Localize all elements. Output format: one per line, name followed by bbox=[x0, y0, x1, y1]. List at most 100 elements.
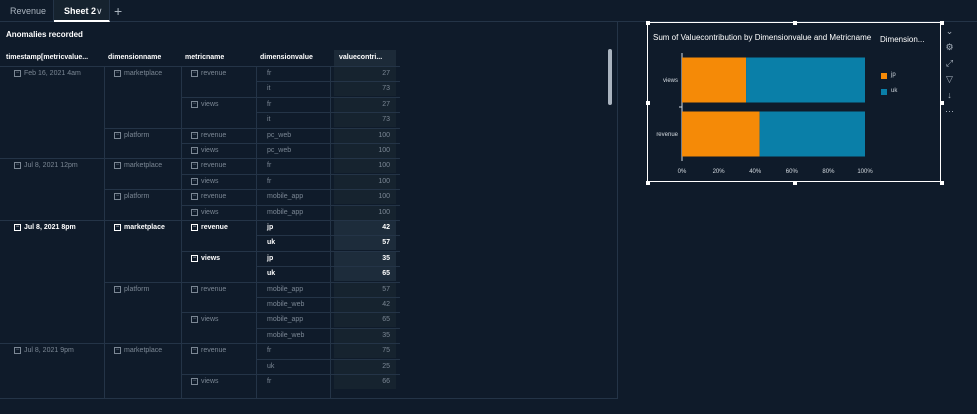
x-tick-label: 60% bbox=[786, 169, 799, 175]
legend-swatch bbox=[881, 89, 887, 95]
add-sheet-icon[interactable]: + bbox=[114, 3, 123, 19]
table-visual[interactable]: Anomalies recorded timestamp[metricvalue… bbox=[0, 22, 618, 399]
valuecontribution-cell: 66 bbox=[382, 378, 390, 385]
valuecontribution-cell: 42 bbox=[382, 224, 390, 231]
value-cell-bg bbox=[334, 66, 396, 81]
dimensionvalue-cell: mobile_web bbox=[267, 331, 305, 339]
chart-visual[interactable]: Sum of Valuecontribution by Dimensionval… bbox=[646, 21, 944, 185]
collapse-icon[interactable]: − bbox=[191, 285, 198, 293]
valuecontribution-cell: 100 bbox=[378, 162, 390, 170]
valuecontribution-cell: 65 bbox=[382, 270, 390, 278]
x-tick-label: 40% bbox=[749, 169, 762, 175]
metricname-cell: revenue bbox=[201, 347, 227, 355]
bar-jp-revenue bbox=[682, 111, 760, 157]
collapse-icon[interactable]: − bbox=[191, 254, 198, 262]
bar-chart: views revenue 0% 20% 40% 60% 80% 100% bbox=[656, 53, 873, 175]
collapse-icon[interactable]: − bbox=[14, 224, 21, 231]
value-cell-bg bbox=[334, 204, 396, 220]
collapse-icon[interactable]: − bbox=[191, 193, 198, 201]
metricname-cell: views bbox=[201, 254, 221, 262]
row-divider bbox=[0, 343, 400, 345]
valuecontribution-cell: 73 bbox=[382, 116, 390, 124]
dimensionvalue-cell: fr bbox=[267, 378, 272, 385]
value-cell-bg bbox=[334, 327, 396, 343]
metricname-cell: views bbox=[201, 208, 219, 216]
dimensionvalue-cell: mobile_app bbox=[267, 285, 304, 293]
collapse-icon[interactable]: − bbox=[114, 224, 121, 231]
metricname-cell: views bbox=[201, 316, 219, 324]
column-divider bbox=[330, 66, 331, 398]
dimensionvalue-cell: fr bbox=[267, 100, 272, 108]
collapse-icon[interactable]: − bbox=[114, 70, 121, 77]
collapse-icon[interactable]: − bbox=[191, 162, 198, 170]
dimensionvalue-cell: uk bbox=[267, 270, 276, 278]
resize-handle[interactable] bbox=[646, 181, 650, 185]
valuecontribution-cell: 57 bbox=[382, 239, 390, 247]
dimensionvalue-cell: mobile_app bbox=[267, 208, 304, 216]
dimensionvalue-cell: it bbox=[267, 85, 271, 93]
collapse-icon[interactable]: − bbox=[14, 70, 21, 77]
column-header[interactable]: metricname bbox=[185, 54, 225, 61]
collapse-icon[interactable]: − bbox=[114, 193, 121, 201]
collapse-icon[interactable]: − bbox=[114, 162, 121, 170]
column-header[interactable]: timestamp[metricvalue... bbox=[6, 54, 89, 61]
collapse-icon[interactable]: − bbox=[191, 347, 198, 355]
more-icon[interactable]: ⋯ bbox=[945, 106, 954, 116]
collapse-icon[interactable]: − bbox=[191, 224, 198, 231]
sort-icon[interactable]: ↓ bbox=[947, 90, 952, 100]
table-scrollbar[interactable] bbox=[608, 49, 612, 105]
collapse-icon[interactable]: − bbox=[191, 70, 198, 77]
tab-sheet-2[interactable]: Sheet 2 bbox=[54, 0, 110, 22]
resize-handle[interactable] bbox=[940, 181, 944, 185]
metricname-cell: revenue bbox=[201, 224, 228, 231]
dimensionvalue-cell: fr bbox=[267, 162, 272, 170]
column-header[interactable]: dimensionname bbox=[108, 54, 162, 61]
x-tick-label: 100% bbox=[857, 169, 873, 175]
value-cell-bg bbox=[334, 127, 396, 143]
collapse-icon[interactable]: − bbox=[191, 208, 198, 216]
collapse-icon[interactable]: − bbox=[191, 177, 198, 185]
value-cell-bg bbox=[334, 281, 396, 297]
collapse-icon[interactable]: − bbox=[114, 347, 121, 355]
metricname-cell: revenue bbox=[201, 70, 227, 77]
valuecontribution-cell: 57 bbox=[382, 285, 390, 293]
resize-handle[interactable] bbox=[940, 21, 944, 25]
row-divider bbox=[181, 96, 400, 98]
row-divider bbox=[256, 327, 400, 329]
legend-label[interactable]: uk bbox=[891, 88, 898, 94]
row-divider bbox=[0, 158, 400, 160]
expand-icon[interactable]: ⤢ bbox=[945, 58, 954, 68]
resize-handle[interactable] bbox=[793, 181, 797, 185]
collapse-icon[interactable]: − bbox=[114, 285, 121, 293]
value-cell-bg bbox=[334, 189, 396, 205]
metricname-cell: views bbox=[201, 378, 219, 385]
chevron-down-icon[interactable]: ∨ bbox=[96, 6, 103, 16]
value-cell-bg bbox=[334, 173, 396, 189]
value-cell-bg bbox=[334, 112, 396, 128]
valuecontribution-cell: 100 bbox=[378, 147, 390, 154]
settings-icon[interactable]: ⚙ bbox=[945, 42, 954, 52]
collapse-icon[interactable]: − bbox=[191, 378, 198, 385]
resize-handle[interactable] bbox=[940, 101, 944, 105]
dimensionvalue-cell: jp bbox=[267, 254, 274, 262]
row-divider bbox=[181, 173, 400, 175]
dimensionvalue-cell: mobile_app bbox=[267, 316, 304, 324]
legend-label[interactable]: jp bbox=[891, 72, 896, 78]
collapse-icon[interactable]: − bbox=[14, 162, 21, 170]
dimensionname-cell: platform bbox=[124, 193, 150, 201]
collapse-icon[interactable]: − bbox=[14, 347, 21, 355]
collapse-icon[interactable]: − bbox=[191, 131, 198, 139]
collapse-icon[interactable]: − bbox=[114, 131, 121, 139]
column-header[interactable]: valuecontri... bbox=[334, 50, 396, 66]
collapse-icon[interactable]: − bbox=[191, 147, 198, 154]
value-cell-bg bbox=[334, 312, 396, 328]
resize-handle[interactable] bbox=[793, 21, 797, 25]
collapse-icon[interactable]: − bbox=[191, 100, 198, 108]
collapse-icon[interactable]: − bbox=[191, 316, 198, 324]
column-header[interactable]: dimensionvalue bbox=[260, 54, 313, 61]
tab-revenue[interactable]: Revenue bbox=[0, 0, 54, 22]
resize-handle[interactable] bbox=[646, 101, 650, 105]
filter-icon[interactable]: ▽ bbox=[946, 74, 953, 84]
collapse-icon[interactable]: ⌄ bbox=[945, 26, 954, 36]
resize-handle[interactable] bbox=[646, 21, 650, 25]
